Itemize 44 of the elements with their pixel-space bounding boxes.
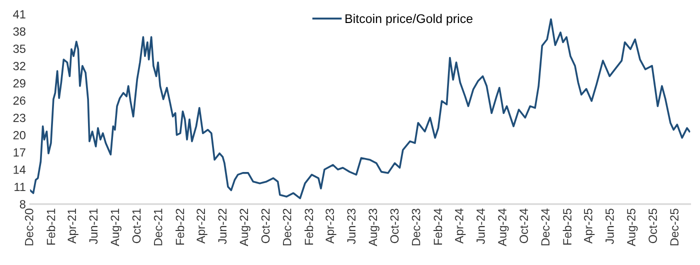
y-tick-label: 35 (13, 44, 26, 53)
y-tick-label: 17 (14, 148, 26, 157)
x-tick-label: Aug-21 (110, 208, 122, 246)
y-tick-label: 41 (13, 10, 26, 18)
legend-label: Bitcoin price/Gold price (346, 14, 472, 26)
y-tick-label: 11 (14, 182, 26, 192)
x-tick-label: Jun-25 (606, 208, 614, 244)
x-tick-label: Feb-21 (46, 208, 56, 245)
y-tick-label: 8 (20, 200, 26, 208)
x-tick-label: Aug-22 (240, 208, 250, 246)
y-tick-label: 23 (13, 114, 26, 122)
x-tick-label: Apr-25 (584, 208, 595, 244)
x-tick-label: Apr-21 (68, 208, 78, 244)
x-tick-label: Oct-23 (390, 208, 399, 244)
y-tick-label: 38 (13, 27, 26, 36)
x-tick-label: Feb-22 (175, 208, 184, 245)
x-tick-label: Jun-24 (476, 208, 485, 244)
x-tick-label: Jun-22 (218, 208, 227, 244)
x-tick-label: Dec-25 (670, 208, 679, 246)
x-tick-label: Aug-25 (627, 208, 638, 246)
x-tick-label: Oct-21 (132, 208, 141, 244)
x-tick-label: Oct-24 (520, 208, 528, 244)
x-tick-label: Apr-24 (454, 208, 466, 244)
x-tick-label: Feb-25 (562, 208, 572, 245)
x-tick-label: Feb-23 (304, 208, 314, 245)
x-tick-label: Feb-24 (433, 208, 442, 245)
x-tick-label: Oct-22 (261, 208, 270, 244)
x-tick-label: Apr-22 (196, 208, 208, 244)
y-tick-label: 26 (13, 96, 26, 105)
x-tick-label: Dec-20 (24, 208, 34, 246)
x-tick-label: Dec-24 (541, 208, 550, 246)
y-tick-label: 14 (14, 166, 26, 174)
y-tick-label: 29 (13, 79, 26, 88)
x-tick-label: Oct-25 (648, 208, 657, 244)
x-tick-label: Aug-23 (368, 208, 380, 246)
y-tick-label: 32 (13, 62, 26, 70)
x-tick-label: Apr-23 (326, 208, 336, 244)
x-tick-label: Jun-23 (347, 208, 356, 244)
x-tick-label: Dec-21 (154, 208, 162, 246)
x-tick-label: Jun-21 (89, 208, 98, 244)
x-tick-label: Dec-22 (282, 208, 292, 246)
x-tick-label: Aug-24 (498, 208, 509, 246)
y-tick-label: 20 (13, 130, 26, 140)
x-tick-label: Dec-23 (412, 208, 420, 246)
